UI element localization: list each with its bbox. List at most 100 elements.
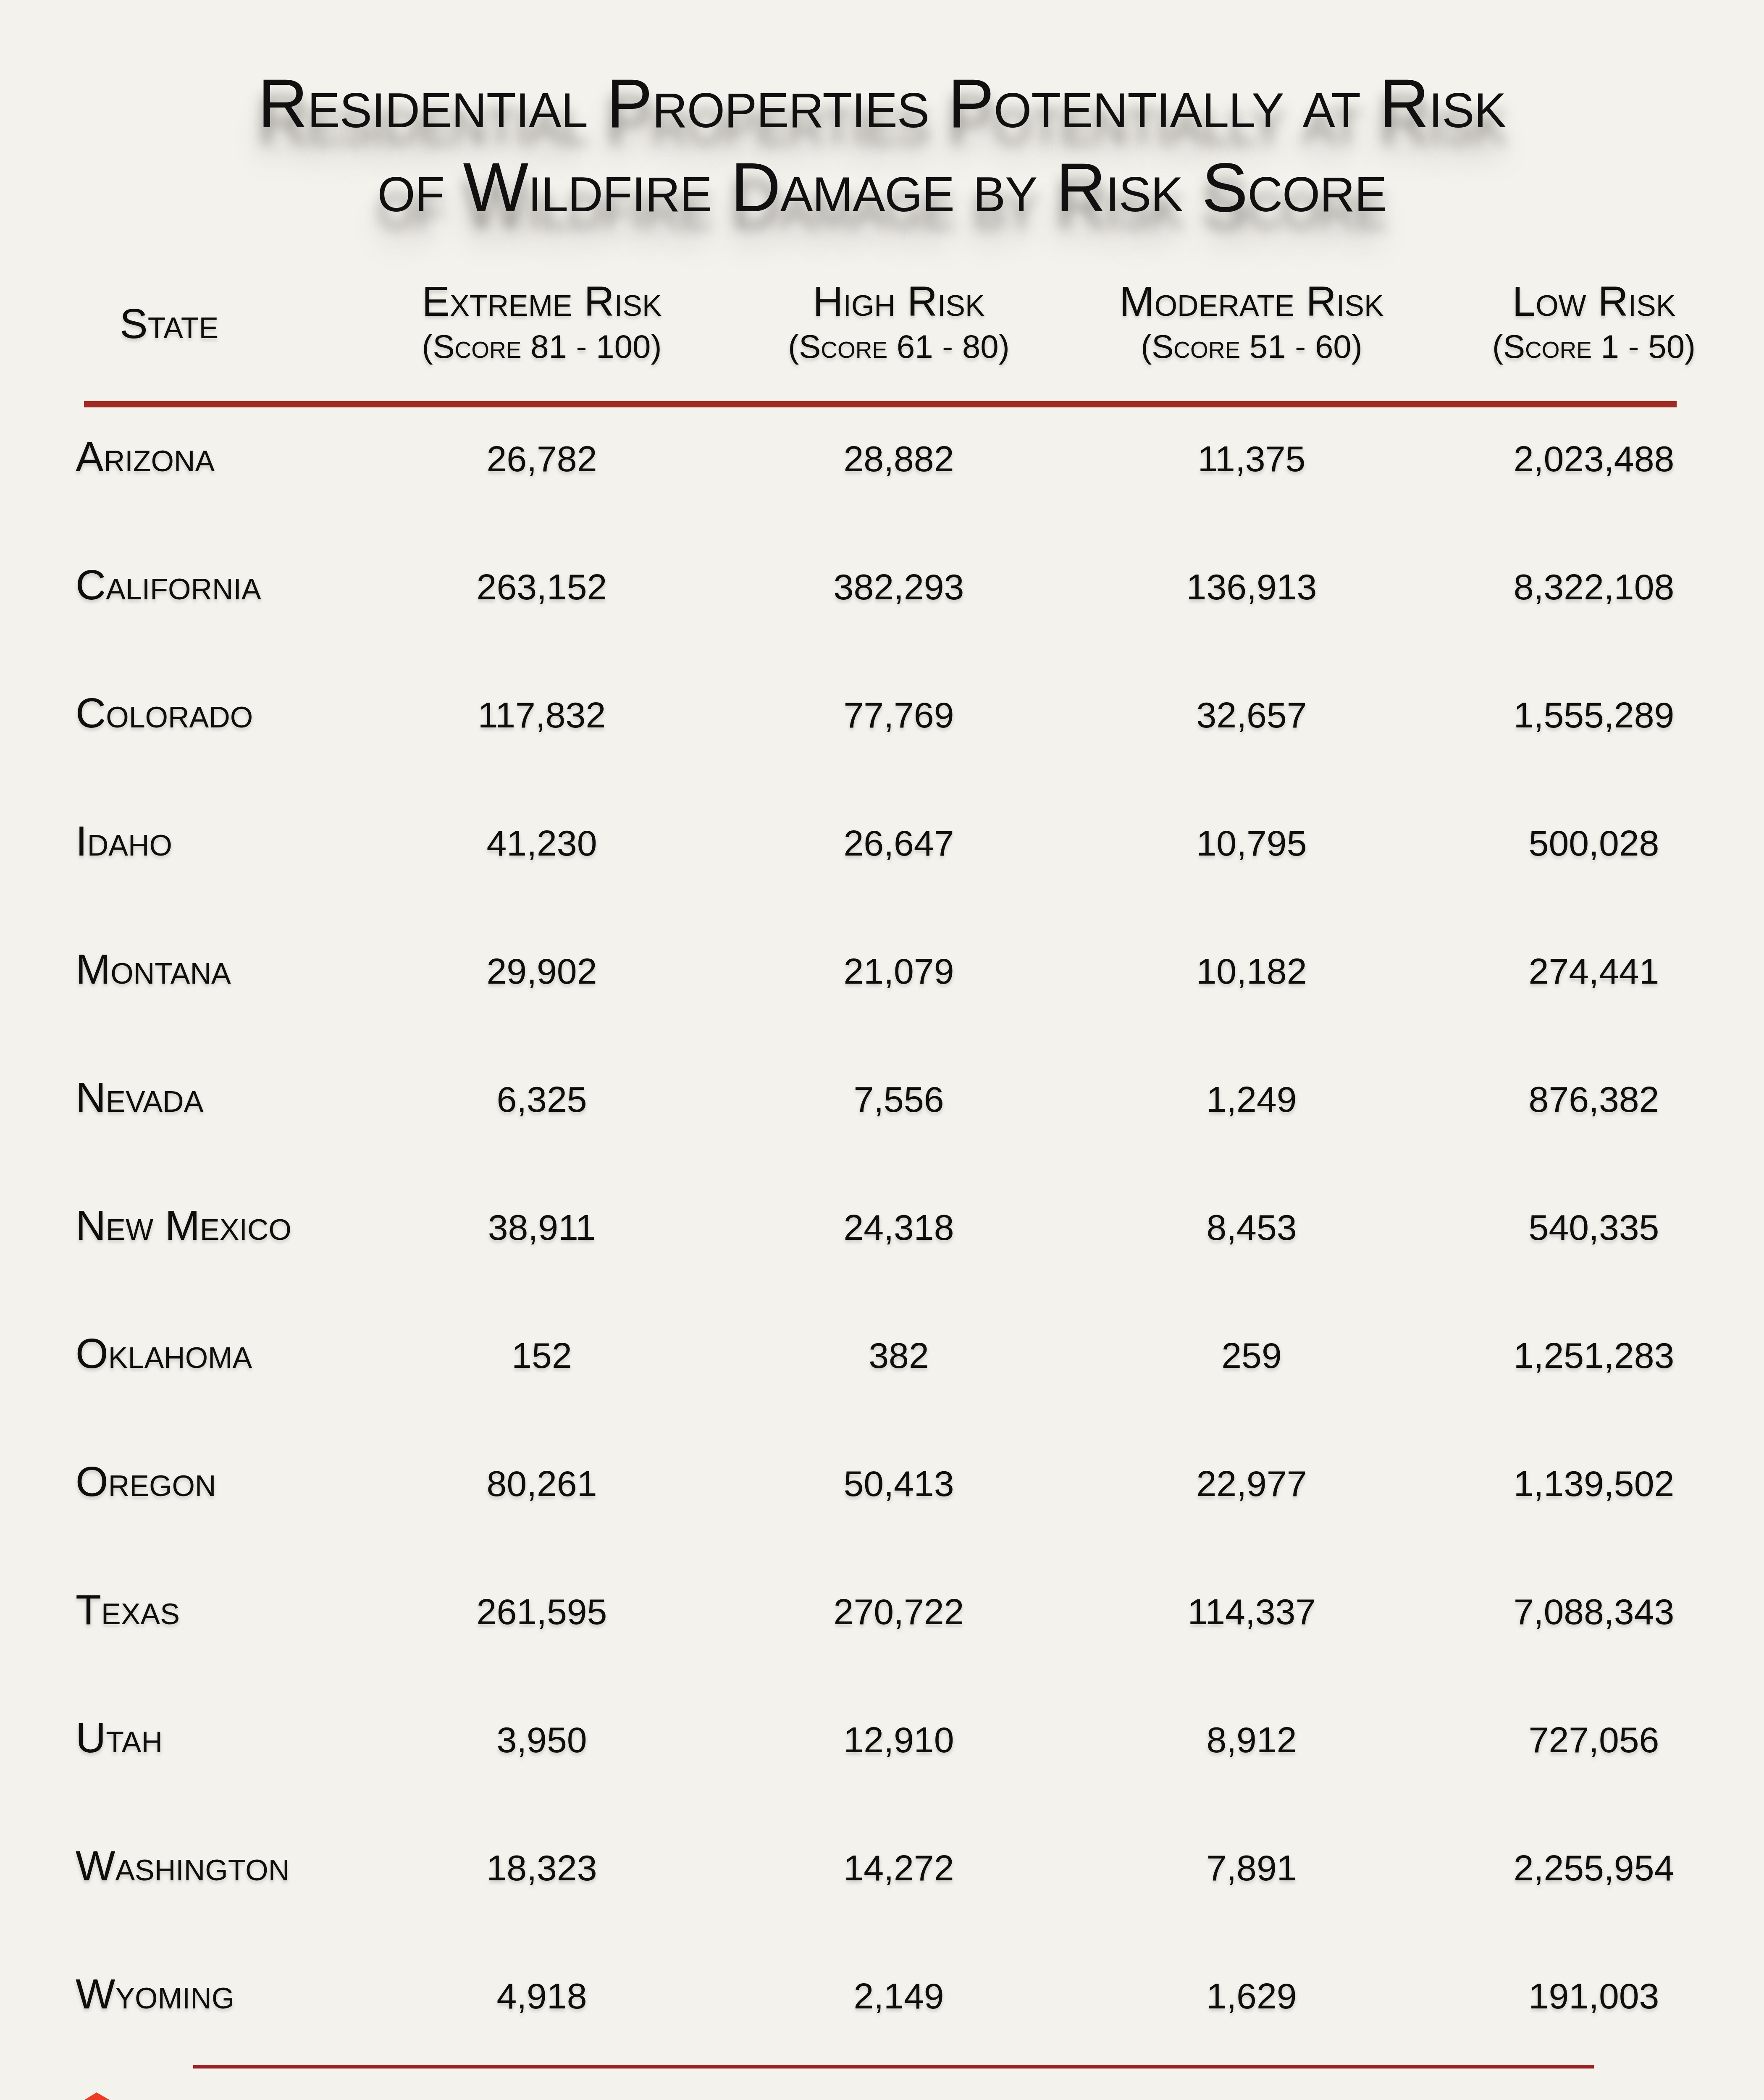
- state-name: Wyoming: [0, 1971, 365, 2017]
- state-name: Oklahoma: [0, 1330, 365, 1376]
- risk-value: 500,028: [1424, 820, 1764, 866]
- state-name: Oregon: [0, 1458, 365, 1504]
- title-line-1: Residential Properties Potentially at Ri…: [0, 61, 1764, 145]
- column-label: Low Risk: [1424, 279, 1764, 323]
- risk-value: 540,335: [1424, 1204, 1764, 1250]
- risk-value: 10,795: [1079, 820, 1424, 866]
- column-label: High Risk: [718, 279, 1079, 323]
- risk-value: 274,441: [1424, 948, 1764, 994]
- risk-value: 28,882: [718, 436, 1079, 482]
- column-header-low-risk: Low Risk (Score 1 - 50): [1424, 279, 1764, 368]
- column-label: Moderate Risk: [1079, 279, 1424, 323]
- risk-value: 2,149: [718, 1973, 1079, 2019]
- risk-value: 152: [365, 1332, 718, 1378]
- table-header-row: State Extreme Risk (Score 81 - 100) High…: [0, 279, 1764, 368]
- risk-value: 117,832: [365, 692, 718, 738]
- risk-value: 6,325: [365, 1076, 718, 1122]
- table-row: Texas261,595270,722114,3377,088,343: [0, 1586, 1764, 1633]
- table-row: Arizona26,78228,88211,3752,023,488: [0, 433, 1764, 480]
- table-row: Utah3,95012,9108,912727,056: [0, 1714, 1764, 1761]
- risk-value: 261,595: [365, 1588, 718, 1635]
- risk-value: 32,657: [1079, 692, 1424, 738]
- risk-value: 259: [1079, 1332, 1424, 1378]
- state-name: Texas: [0, 1586, 365, 1633]
- table-row: Colorado117,83277,76932,6571,555,289: [0, 690, 1764, 736]
- risk-value: 3,950: [365, 1717, 718, 1763]
- table-row: Washington18,32314,2727,8912,255,954: [0, 1843, 1764, 1889]
- risk-value: 18,323: [365, 1845, 718, 1891]
- risk-value: 2,255,954: [1424, 1845, 1764, 1891]
- title-line-2: of Wildfire Damage by Risk Score: [0, 145, 1764, 229]
- risk-value: 24,318: [718, 1204, 1079, 1250]
- table-row: New Mexico38,91124,3188,453540,335: [0, 1202, 1764, 1248]
- risk-value: 26,782: [365, 436, 718, 482]
- state-name: Montana: [0, 946, 365, 992]
- risk-value: 382: [718, 1332, 1079, 1378]
- risk-value: 8,453: [1079, 1204, 1424, 1250]
- corelogic-logo-icon: [62, 2092, 134, 2100]
- table-row: Idaho41,23026,64710,795500,028: [0, 818, 1764, 864]
- risk-value: 876,382: [1424, 1076, 1764, 1122]
- table-row: Oklahoma1523822591,251,283: [0, 1330, 1764, 1376]
- column-score-range: (Score 61 - 80): [718, 326, 1079, 368]
- state-header-label: State: [120, 302, 218, 344]
- table-row: California263,152382,293136,9138,322,108: [0, 562, 1764, 608]
- risk-value: 263,152: [365, 564, 718, 610]
- state-name: Colorado: [0, 690, 365, 736]
- risk-value: 8,322,108: [1424, 564, 1764, 610]
- risk-value: 41,230: [365, 820, 718, 866]
- column-score-range: (Score 51 - 60): [1079, 326, 1424, 368]
- risk-value: 26,647: [718, 820, 1079, 866]
- column-score-range: (Score 81 - 100): [365, 326, 718, 368]
- risk-value: 77,769: [718, 692, 1079, 738]
- risk-value: 4,918: [365, 1973, 718, 2019]
- table-row: Wyoming4,9182,1491,629191,003: [0, 1971, 1764, 2017]
- column-score-range: (Score 1 - 50): [1424, 326, 1764, 368]
- risk-value: 8,912: [1079, 1717, 1424, 1763]
- risk-value: 7,088,343: [1424, 1588, 1764, 1635]
- risk-value: 191,003: [1424, 1973, 1764, 2019]
- column-label: Extreme Risk: [365, 279, 718, 323]
- risk-value: 2,023,488: [1424, 436, 1764, 482]
- risk-value: 1,555,289: [1424, 692, 1764, 738]
- state-name: Washington: [0, 1843, 365, 1889]
- column-header-state: State: [0, 279, 365, 368]
- table-row: Montana29,90221,07910,182274,441: [0, 946, 1764, 992]
- risk-value: 38,911: [365, 1204, 718, 1250]
- risk-value: 136,913: [1079, 564, 1424, 610]
- risk-value: 50,413: [718, 1460, 1079, 1507]
- page-title: Residential Properties Potentially at Ri…: [0, 61, 1764, 229]
- risk-value: 1,251,283: [1424, 1332, 1764, 1378]
- state-name: California: [0, 562, 365, 608]
- state-name: Arizona: [0, 433, 365, 480]
- risk-value: 7,891: [1079, 1845, 1424, 1891]
- risk-value: 1,629: [1079, 1973, 1424, 2019]
- risk-value: 270,722: [718, 1588, 1079, 1635]
- risk-value: 1,139,502: [1424, 1460, 1764, 1507]
- risk-value: 21,079: [718, 948, 1079, 994]
- risk-value: 22,977: [1079, 1460, 1424, 1507]
- risk-value: 80,261: [365, 1460, 718, 1507]
- risk-value: 11,375: [1079, 436, 1424, 482]
- risk-value: 14,272: [718, 1845, 1079, 1891]
- risk-value: 1,249: [1079, 1076, 1424, 1122]
- risk-value: 114,337: [1079, 1588, 1424, 1635]
- column-header-moderate-risk: Moderate Risk (Score 51 - 60): [1079, 279, 1424, 368]
- header-divider-rule: [84, 401, 1677, 407]
- state-name: New Mexico: [0, 1202, 365, 1248]
- risk-value: 12,910: [718, 1717, 1079, 1763]
- wildfire-risk-infographic: Residential Properties Potentially at Ri…: [0, 0, 1764, 2100]
- state-name: Idaho: [0, 818, 365, 864]
- risk-value: 29,902: [365, 948, 718, 994]
- state-name: Utah: [0, 1714, 365, 1761]
- state-name: Nevada: [0, 1074, 365, 1120]
- risk-value: 727,056: [1424, 1717, 1764, 1763]
- risk-value: 10,182: [1079, 948, 1424, 994]
- risk-value: 7,556: [718, 1076, 1079, 1122]
- table-row: Oregon80,26150,41322,9771,139,502: [0, 1458, 1764, 1504]
- table-row: Nevada6,3257,5561,249876,382: [0, 1074, 1764, 1120]
- column-header-extreme-risk: Extreme Risk (Score 81 - 100): [365, 279, 718, 368]
- column-header-high-risk: High Risk (Score 61 - 80): [718, 279, 1079, 368]
- footer-divider-rule: [193, 2065, 1594, 2068]
- risk-value: 382,293: [718, 564, 1079, 610]
